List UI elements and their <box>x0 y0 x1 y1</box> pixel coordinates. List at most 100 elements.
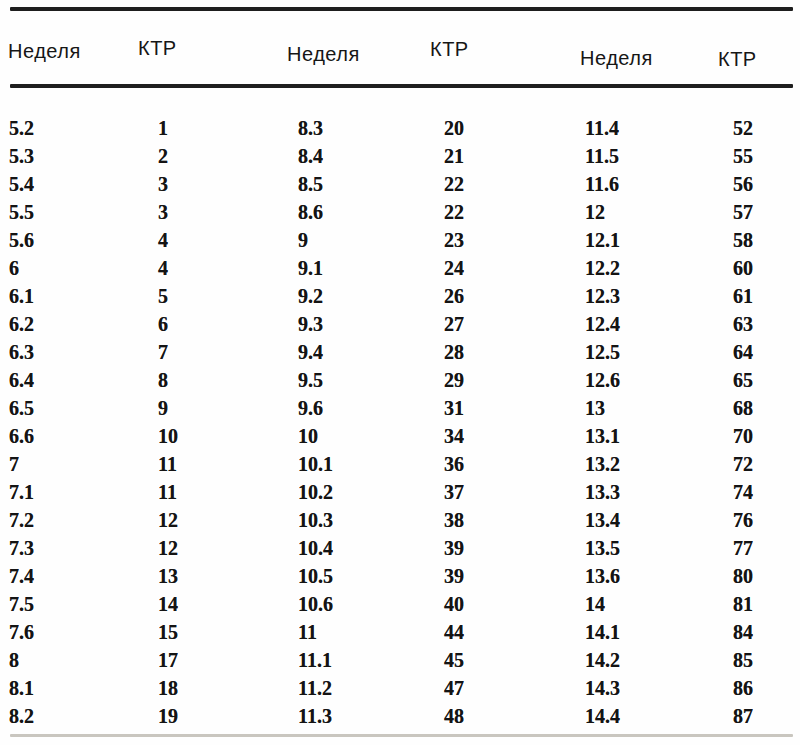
week-cell: 7 <box>9 450 19 478</box>
table-row: 649.12412.260 <box>0 254 800 282</box>
ktr-cell: 85 <box>733 646 753 674</box>
table-header-rule <box>10 84 793 88</box>
week-cell: 14.4 <box>585 702 620 730</box>
week-cell: 11.3 <box>298 702 332 730</box>
header-week-3: Неделя <box>580 47 653 70</box>
table-body: 5.218.32011.4525.328.42111.5555.438.5221… <box>0 114 800 730</box>
ktr-cell: 1 <box>158 114 168 142</box>
header-week-2: Неделя <box>287 43 360 66</box>
header-ktr-2: КТР <box>430 38 469 61</box>
week-cell: 8.5 <box>298 170 323 198</box>
ktr-cell: 13 <box>158 562 178 590</box>
ktr-cell: 27 <box>444 310 464 338</box>
week-cell: 13.2 <box>585 450 620 478</box>
ktr-cell: 44 <box>444 618 464 646</box>
week-cell: 8.1 <box>9 674 34 702</box>
week-cell: 6.4 <box>9 366 34 394</box>
ktr-cell: 17 <box>158 646 178 674</box>
ktr-cell: 64 <box>733 338 753 366</box>
week-cell: 11.4 <box>585 114 619 142</box>
ktr-cell: 39 <box>444 534 464 562</box>
ktr-cell: 36 <box>444 450 464 478</box>
ktr-cell: 68 <box>733 394 753 422</box>
ktr-cell: 37 <box>444 478 464 506</box>
week-cell: 11.6 <box>585 170 619 198</box>
table-row: 6.489.52912.665 <box>0 366 800 394</box>
table-row: 5.328.42111.555 <box>0 142 800 170</box>
week-cell: 12 <box>585 198 605 226</box>
ktr-cell: 20 <box>444 114 464 142</box>
week-cell: 9.2 <box>298 282 323 310</box>
table-row: 6.159.22612.361 <box>0 282 800 310</box>
ktr-cell: 60 <box>733 254 753 282</box>
ktr-cell: 7 <box>158 338 168 366</box>
week-cell: 8.4 <box>298 142 323 170</box>
week-cell: 8.2 <box>9 702 34 730</box>
week-cell: 8.6 <box>298 198 323 226</box>
ktr-cell: 61 <box>733 282 753 310</box>
week-cell: 7.6 <box>9 618 34 646</box>
week-cell: 12.1 <box>585 226 620 254</box>
ktr-cell: 2 <box>158 142 168 170</box>
ktr-cell: 84 <box>733 618 753 646</box>
table-row: 5.538.6221257 <box>0 198 800 226</box>
ktr-cell: 9 <box>158 394 168 422</box>
table-row: 6.379.42812.564 <box>0 338 800 366</box>
week-cell: 14.2 <box>585 646 620 674</box>
header-ktr-1: КТР <box>138 37 177 60</box>
ktr-cell: 19 <box>158 702 178 730</box>
week-cell: 9.3 <box>298 310 323 338</box>
ktr-cell: 74 <box>733 478 753 506</box>
week-cell: 10.1 <box>298 450 333 478</box>
week-cell: 12.6 <box>585 366 620 394</box>
ktr-cell: 77 <box>733 534 753 562</box>
week-cell: 6.3 <box>9 338 34 366</box>
week-cell: 9.6 <box>298 394 323 422</box>
week-cell: 12.2 <box>585 254 620 282</box>
ktr-cell: 11 <box>158 450 177 478</box>
ktr-cell: 29 <box>444 366 464 394</box>
week-cell: 12.3 <box>585 282 620 310</box>
ktr-cell: 3 <box>158 170 168 198</box>
ktr-cell: 58 <box>733 226 753 254</box>
week-cell: 5.6 <box>9 226 34 254</box>
week-cell: 10.2 <box>298 478 333 506</box>
week-cell: 5.4 <box>9 170 34 198</box>
ktr-cell: 70 <box>733 422 753 450</box>
ktr-cell: 15 <box>158 618 178 646</box>
week-cell: 13 <box>585 394 605 422</box>
ktr-cell: 28 <box>444 338 464 366</box>
week-cell: 9 <box>298 226 308 254</box>
week-cell: 5.2 <box>9 114 34 142</box>
week-cell: 7.4 <box>9 562 34 590</box>
week-cell: 8.3 <box>298 114 323 142</box>
table-row: 7.31210.43913.577 <box>0 534 800 562</box>
table-row: 5.438.52211.656 <box>0 170 800 198</box>
table-row: 8.21911.34814.487 <box>0 702 800 730</box>
reference-table-page: Неделя КТР Неделя КТР Неделя КТР 5.218.3… <box>0 0 800 745</box>
ktr-cell: 87 <box>733 702 753 730</box>
ktr-cell: 22 <box>444 170 464 198</box>
table-row: 8.11811.24714.386 <box>0 674 800 702</box>
ktr-cell: 26 <box>444 282 464 310</box>
week-cell: 7.5 <box>9 590 34 618</box>
week-cell: 7.3 <box>9 534 34 562</box>
ktr-cell: 57 <box>733 198 753 226</box>
ktr-cell: 80 <box>733 562 753 590</box>
ktr-cell: 40 <box>444 590 464 618</box>
week-cell: 6.2 <box>9 310 34 338</box>
table-row: 5.6492312.158 <box>0 226 800 254</box>
ktr-cell: 76 <box>733 506 753 534</box>
ktr-cell: 12 <box>158 534 178 562</box>
ktr-cell: 52 <box>733 114 753 142</box>
ktr-cell: 63 <box>733 310 753 338</box>
table-row: 7.21210.33813.476 <box>0 506 800 534</box>
table-row: 7.51410.6401481 <box>0 590 800 618</box>
week-cell: 10.5 <box>298 562 333 590</box>
table-row: 6.599.6311368 <box>0 394 800 422</box>
table-top-rule <box>10 7 793 11</box>
ktr-cell: 8 <box>158 366 168 394</box>
table-row: 7.11110.23713.374 <box>0 478 800 506</box>
week-cell: 14.3 <box>585 674 620 702</box>
week-cell: 10.4 <box>298 534 333 562</box>
